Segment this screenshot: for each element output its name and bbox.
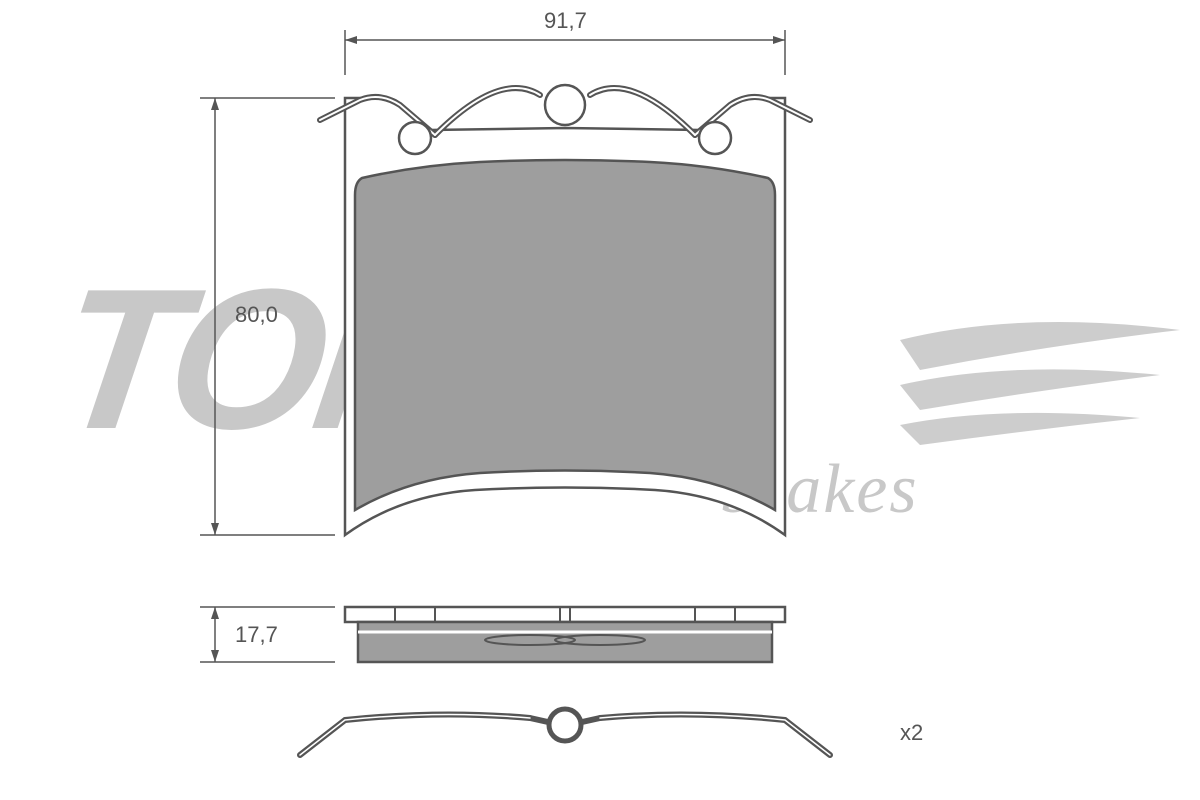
- dim-width-label: 91,7: [544, 8, 587, 34]
- dim-height-label: 80,0: [235, 302, 278, 328]
- spring-part-inner: [300, 714, 830, 755]
- side-view: [345, 607, 785, 662]
- dim-thickness-label: 17,7: [235, 622, 278, 648]
- spring-part: [300, 709, 830, 755]
- quantity-label: x2: [900, 720, 923, 746]
- dim-width: [345, 30, 785, 75]
- technical-drawing: [0, 0, 1200, 800]
- drawing-canvas: TOMEX brakes: [0, 0, 1200, 800]
- front-view: [320, 85, 810, 535]
